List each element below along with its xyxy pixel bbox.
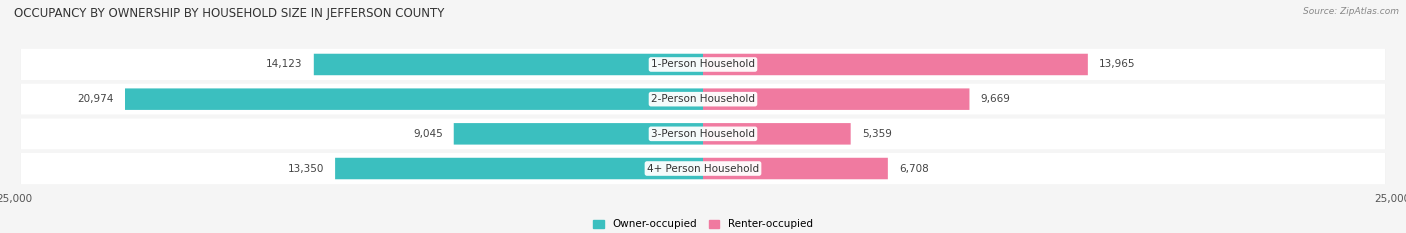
FancyBboxPatch shape — [21, 118, 1385, 149]
FancyBboxPatch shape — [21, 119, 1385, 149]
FancyBboxPatch shape — [21, 153, 1385, 184]
FancyBboxPatch shape — [21, 49, 1385, 80]
Text: Source: ZipAtlas.com: Source: ZipAtlas.com — [1303, 7, 1399, 16]
FancyBboxPatch shape — [703, 123, 851, 145]
FancyBboxPatch shape — [21, 153, 1385, 184]
FancyBboxPatch shape — [335, 158, 703, 179]
FancyBboxPatch shape — [21, 84, 1385, 114]
FancyBboxPatch shape — [314, 54, 703, 75]
FancyBboxPatch shape — [21, 84, 1385, 115]
Text: 5,359: 5,359 — [862, 129, 891, 139]
Text: 9,045: 9,045 — [413, 129, 443, 139]
Text: OCCUPANCY BY OWNERSHIP BY HOUSEHOLD SIZE IN JEFFERSON COUNTY: OCCUPANCY BY OWNERSHIP BY HOUSEHOLD SIZE… — [14, 7, 444, 20]
Text: 13,965: 13,965 — [1099, 59, 1136, 69]
Text: 14,123: 14,123 — [266, 59, 302, 69]
FancyBboxPatch shape — [703, 158, 887, 179]
FancyBboxPatch shape — [703, 88, 970, 110]
Legend: Owner-occupied, Renter-occupied: Owner-occupied, Renter-occupied — [589, 215, 817, 233]
Text: 3-Person Household: 3-Person Household — [651, 129, 755, 139]
FancyBboxPatch shape — [454, 123, 703, 145]
Text: 9,669: 9,669 — [980, 94, 1011, 104]
Text: 13,350: 13,350 — [288, 164, 323, 174]
Text: 4+ Person Household: 4+ Person Household — [647, 164, 759, 174]
Text: 20,974: 20,974 — [77, 94, 114, 104]
FancyBboxPatch shape — [21, 49, 1385, 80]
FancyBboxPatch shape — [125, 88, 703, 110]
FancyBboxPatch shape — [703, 54, 1088, 75]
Text: 2-Person Household: 2-Person Household — [651, 94, 755, 104]
Text: 1-Person Household: 1-Person Household — [651, 59, 755, 69]
Text: 6,708: 6,708 — [898, 164, 928, 174]
